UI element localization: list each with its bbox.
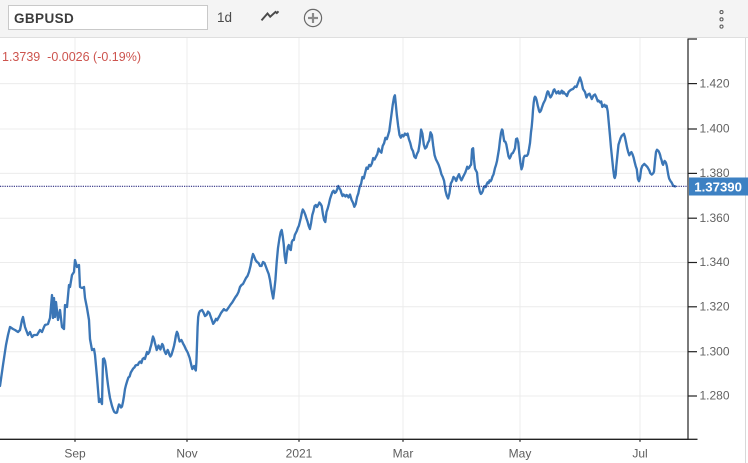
- svg-text:Sep: Sep: [64, 446, 86, 460]
- svg-text:1.300: 1.300: [700, 344, 730, 358]
- svg-text:1.280: 1.280: [700, 389, 730, 403]
- svg-text:1.340: 1.340: [700, 255, 730, 269]
- svg-text:1.360: 1.360: [700, 211, 730, 225]
- svg-text:1.420: 1.420: [700, 76, 730, 90]
- svg-text:Nov: Nov: [176, 446, 197, 460]
- svg-text:1.37390: 1.37390: [694, 179, 742, 194]
- svg-text:May: May: [509, 446, 532, 460]
- svg-text:1.320: 1.320: [700, 300, 730, 314]
- svg-text:Mar: Mar: [393, 446, 414, 460]
- svg-text:1.400: 1.400: [700, 122, 730, 136]
- svg-text:1.380: 1.380: [700, 166, 730, 180]
- svg-text:Jul: Jul: [632, 446, 647, 460]
- svg-text:2021: 2021: [286, 446, 313, 460]
